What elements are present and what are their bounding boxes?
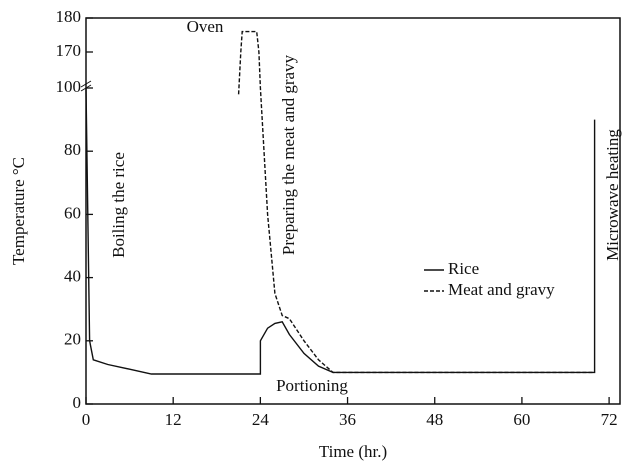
y-tick-label: 20 <box>64 330 81 349</box>
x-tick-label: 24 <box>252 410 270 429</box>
annotation: Microwave heating <box>603 129 622 261</box>
y-tick-label: 80 <box>64 140 81 159</box>
y-tick-label: 40 <box>64 267 81 286</box>
y-tick-label: 60 <box>64 203 81 222</box>
y-axis-label: Temperature °C <box>9 157 28 265</box>
series-line <box>85 87 596 375</box>
x-axis-label: Time (hr.) <box>319 442 387 461</box>
x-tick-label: 60 <box>513 410 530 429</box>
legend-label: Rice <box>448 259 479 278</box>
annotation: Boiling the rice <box>109 152 128 258</box>
x-tick-label: 72 <box>601 410 618 429</box>
x-tick-label: 36 <box>339 410 356 429</box>
y-tick-label: 100 <box>56 77 82 96</box>
annotation: Portioning <box>276 376 348 395</box>
x-tick-label: 12 <box>165 410 182 429</box>
x-tick-label: 0 <box>82 410 91 429</box>
legend-label: Meat and gravy <box>448 280 555 299</box>
plot-frame <box>85 17 621 405</box>
x-tick-label: 48 <box>426 410 443 429</box>
y-tick-label: 170 <box>56 41 82 60</box>
y-tick-label: 0 <box>73 393 82 412</box>
annotation: Oven <box>187 17 224 36</box>
annotation: Preparing the meat and gravy <box>279 54 298 255</box>
series-line <box>237 30 595 374</box>
y-tick-label: 180 <box>56 7 82 26</box>
